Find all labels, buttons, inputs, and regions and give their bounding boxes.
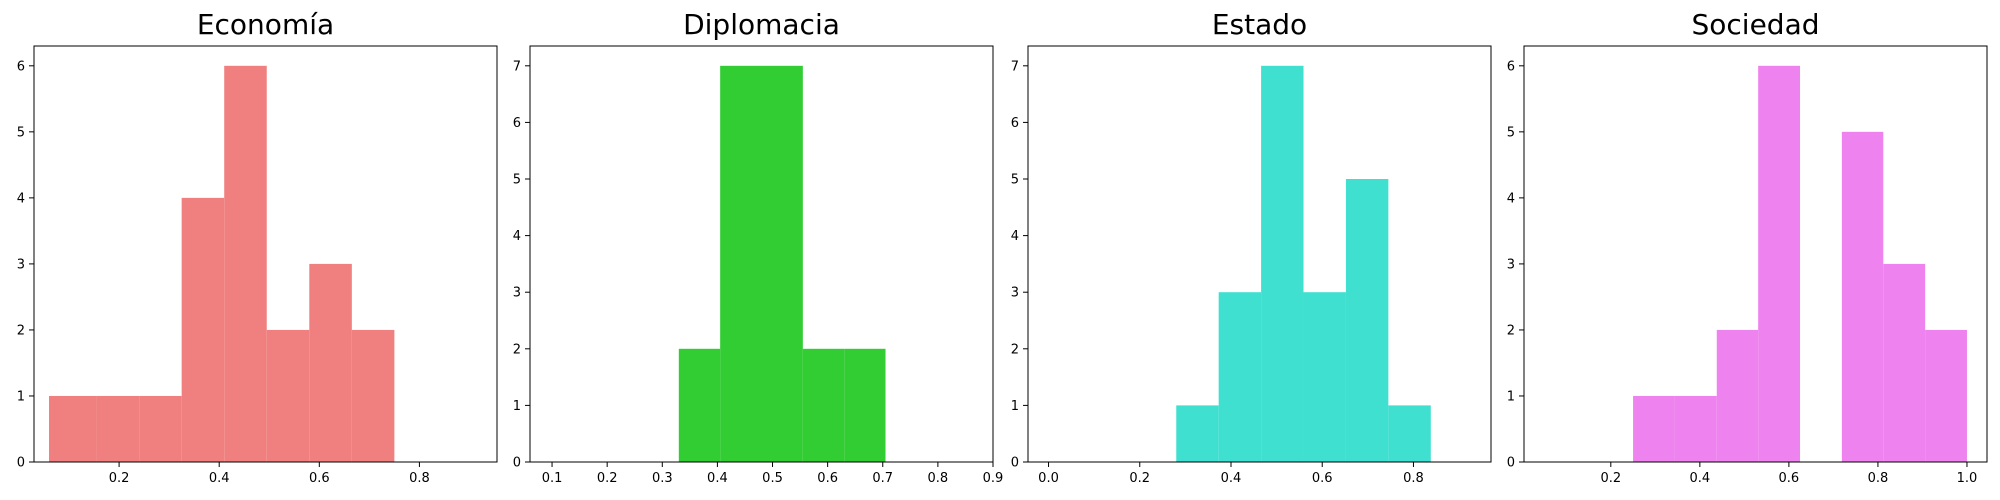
panel-title: Economía [197,8,334,41]
axes-frame [529,45,994,463]
histogram-bar [224,65,267,463]
x-tick-label: 0.8 [1403,471,1424,486]
x-tick-label: 0.2 [1600,471,1621,486]
x-tick-label: 0.5 [762,471,783,486]
y-tick-label: 3 [17,257,25,272]
x-tick-label: 0.8 [1868,471,1889,486]
y-tick-label: 3 [1507,257,1515,272]
histogram-bar [266,329,310,462]
y-tick-label: 5 [1011,173,1019,188]
histogram-bar [1841,131,1884,463]
histogram-bar [678,348,721,462]
histogram-bar [1883,263,1926,462]
y-tick-label: 6 [1507,59,1515,74]
histogram-bar [761,65,803,463]
y-tick-label: 1 [1507,389,1515,404]
x-tick-label: 0.2 [109,471,130,486]
x-tick-label: 0.8 [409,471,430,486]
x-tick-label: 0.8 [928,471,949,486]
x-tick-label: 0.3 [652,471,673,486]
y-tick-label: 0 [17,456,25,471]
x-tick-label: 0.1 [542,471,563,486]
panel-sociedad: Sociedad 0.2 0.4 0.6 0.8 1.0 0 1 2 3 4 5 6 [1507,8,1988,486]
histogram-bar [1674,395,1717,462]
axes-frame [1027,45,1492,463]
panel-title: Sociedad [1691,8,1819,41]
y-tick-label: 7 [1011,59,1019,74]
y-tick-label: 1 [1011,399,1019,414]
histogram-bar [1261,65,1304,463]
histogram-bar [720,65,762,463]
histogram-bar [1176,405,1219,462]
x-tick-label: 0.6 [1312,471,1333,486]
x-tick-label: 1.0 [1957,471,1978,486]
histogram-bar [1925,329,1967,462]
y-tick-label: 5 [513,173,521,188]
histogram-bar [802,348,845,462]
x-tick-label: 0.4 [707,471,728,486]
axes-frame [33,45,498,463]
y-tick-label: 3 [1011,286,1019,301]
y-tick-label: 7 [513,59,521,74]
histogram-bar [1218,292,1262,462]
histogram-bar [351,329,395,462]
histogram-bar [1633,395,1675,462]
x-tick-label: 0.6 [817,471,838,486]
y-tick-label: 4 [1507,191,1515,206]
histogram-bar [1303,292,1346,462]
x-tick-label: 0.4 [209,471,230,486]
y-tick-label: 3 [513,286,521,301]
x-tick-label: 0.6 [309,471,330,486]
x-tick-label: 0.6 [1779,471,1800,486]
y-tick-label: 1 [17,389,25,404]
y-tick-label: 2 [1507,323,1515,338]
y-tick-label: 5 [1507,125,1515,140]
histogram-bar [181,197,225,462]
x-tick-label: 0.4 [1221,471,1242,486]
histogram-bar [844,348,886,462]
y-tick-label: 4 [513,229,521,244]
y-tick-label: 1 [513,399,521,414]
y-tick-label: 6 [17,59,25,74]
x-tick-label: 0.2 [1129,471,1150,486]
x-tick-label: 0.7 [872,471,893,486]
y-tick-label: 0 [1011,456,1019,471]
x-tick-label: 0.0 [1038,471,1059,486]
panel-title: Diplomacia [683,8,840,41]
histogram-bar [1388,405,1431,462]
histogram-bar [139,395,182,462]
y-tick-label: 6 [1011,116,1019,131]
y-tick-label: 2 [1011,342,1019,357]
y-tick-label: 2 [513,342,521,357]
y-tick-label: 5 [17,125,25,140]
y-tick-label: 0 [513,456,521,471]
y-tick-label: 2 [17,323,25,338]
panel-economia: Economía 0.2 0.4 0.6 0.8 0 1 2 3 4 5 6 [17,8,498,486]
axes-frame [1523,45,1988,463]
histogram-bar [1716,329,1759,462]
histogram-bar [309,263,352,462]
histogram-bar [96,395,140,462]
y-tick-label: 4 [1011,229,1019,244]
y-tick-label: 0 [1507,456,1515,471]
y-tick-label: 4 [17,191,25,206]
x-tick-label: 0.2 [597,471,618,486]
panel-estado: Estado 0.0 0.2 0.4 0.6 0.8 0 1 2 3 4 5 6 7 [1011,8,1492,486]
histogram-bar [49,395,97,462]
histogram-bar [1758,65,1801,463]
histogram-bar [1345,179,1389,462]
panel-title: Estado [1212,8,1307,41]
x-tick-label: 0.4 [1690,471,1711,486]
y-tick-label: 6 [513,116,521,131]
panel-diplomacia: Diplomacia 0.1 0.2 0.3 0.4 0.5 0.6 0.7 0.8 0.9 0 1… [513,8,1004,486]
x-tick-label: 0.9 [983,471,1004,486]
